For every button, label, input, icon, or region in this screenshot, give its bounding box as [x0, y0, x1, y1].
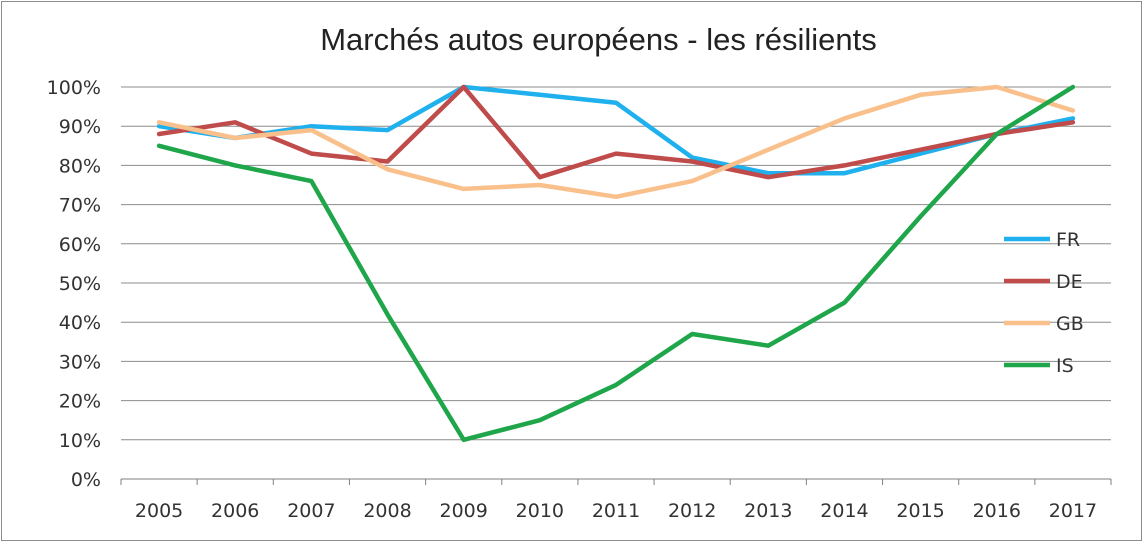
x-axis-ticks: 2005 2006 2007 2008 2009 2010 2011 2012 2013 2014…	[120, 479, 1112, 522]
x-tick-label: 2015	[896, 500, 944, 522]
x-tick-label: 2009	[440, 500, 488, 522]
x-tick-label: 2005	[135, 500, 183, 522]
legend-label: FR	[1056, 229, 1080, 251]
legend-label: DE	[1056, 271, 1083, 293]
y-axis-ticks: 0% 10% 20% 30% 40% 50% 60% 70% 80% 90% 100%	[47, 77, 101, 491]
gridlines	[121, 86, 1111, 480]
y-tick-label: 60%	[59, 234, 101, 256]
y-tick-label: 70%	[59, 195, 101, 217]
x-tick-label: 2007	[287, 500, 335, 522]
legend-item-is: IS	[1004, 355, 1074, 377]
y-tick-label: 90%	[59, 116, 101, 138]
legend-item-gb: GB	[1004, 313, 1084, 335]
legend-label: IS	[1056, 355, 1074, 377]
y-tick-label: 40%	[59, 312, 101, 334]
series-line-fr	[156, 84, 1076, 176]
series-line-de	[156, 84, 1076, 180]
series-lines	[156, 84, 1076, 443]
y-tick-label: 50%	[59, 273, 101, 295]
x-tick-label: 2017	[1049, 500, 1097, 522]
x-tick-label: 2016	[973, 500, 1021, 522]
legend: FR DE GB IS	[1004, 229, 1084, 377]
chart-title: Marchés autos européens - les résilients	[320, 22, 877, 57]
x-tick-label: 2008	[363, 500, 411, 522]
x-tick-label: 2014	[820, 500, 868, 522]
series-line-gb	[156, 84, 1076, 200]
x-tick-label: 2013	[744, 500, 792, 522]
legend-label: GB	[1056, 313, 1084, 335]
y-tick-label: 100%	[47, 77, 101, 99]
x-tick-label: 2012	[668, 500, 716, 522]
legend-item-de: DE	[1004, 271, 1083, 293]
y-tick-label: 30%	[59, 351, 101, 373]
y-tick-label: 80%	[59, 155, 101, 177]
y-tick-label: 10%	[59, 430, 101, 452]
x-tick-label: 2010	[516, 500, 564, 522]
y-tick-label: 20%	[59, 391, 101, 413]
y-tick-label: 0%	[71, 469, 101, 491]
legend-item-fr: FR	[1004, 229, 1080, 251]
x-tick-label: 2006	[211, 500, 259, 522]
series-line-is	[156, 84, 1076, 443]
x-tick-label: 2011	[592, 500, 640, 522]
